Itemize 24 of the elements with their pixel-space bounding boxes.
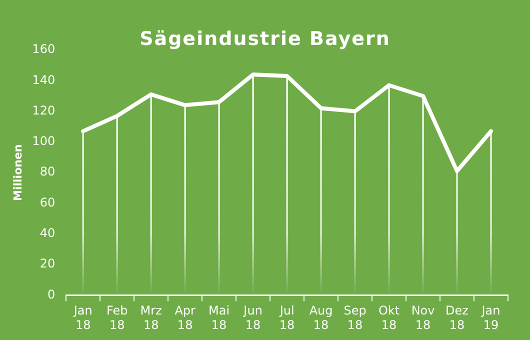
x-tick-label: Jan 18	[72, 304, 92, 332]
x-tick-label: Okt 18	[378, 304, 400, 332]
x-tick-label: Sep 18	[344, 304, 366, 332]
y-axis-title: Millionen	[11, 144, 24, 201]
x-tick-label: Jun 18	[242, 304, 262, 332]
x-tick-label: Apr 18	[174, 304, 196, 332]
y-tick-label: 80	[40, 164, 56, 179]
y-tick-label: 160	[32, 42, 56, 56]
x-tick-label: Dez 18	[446, 304, 468, 332]
x-tick-label: Jan 19	[480, 304, 500, 332]
chart-title: Sägeindustrie Bayern	[140, 28, 390, 50]
y-tick-label: 120	[32, 103, 56, 118]
y-tick-label: 20	[40, 256, 56, 271]
y-tick-label: 60	[40, 195, 56, 210]
x-tick-label: Mai 18	[208, 304, 230, 332]
y-tick-label: 140	[32, 72, 56, 87]
y-tick-label: 0	[47, 287, 56, 302]
x-tick-label: Nov 18	[411, 304, 435, 332]
x-tick-label: Mrz 18	[140, 304, 162, 332]
y-tick-label: 40	[40, 226, 56, 240]
x-tick-label: Feb 18	[106, 304, 128, 332]
y-tick-label: 100	[32, 134, 56, 148]
x-tick-label: Aug 18	[309, 304, 333, 332]
x-tick-label: Jul 18	[278, 304, 295, 332]
